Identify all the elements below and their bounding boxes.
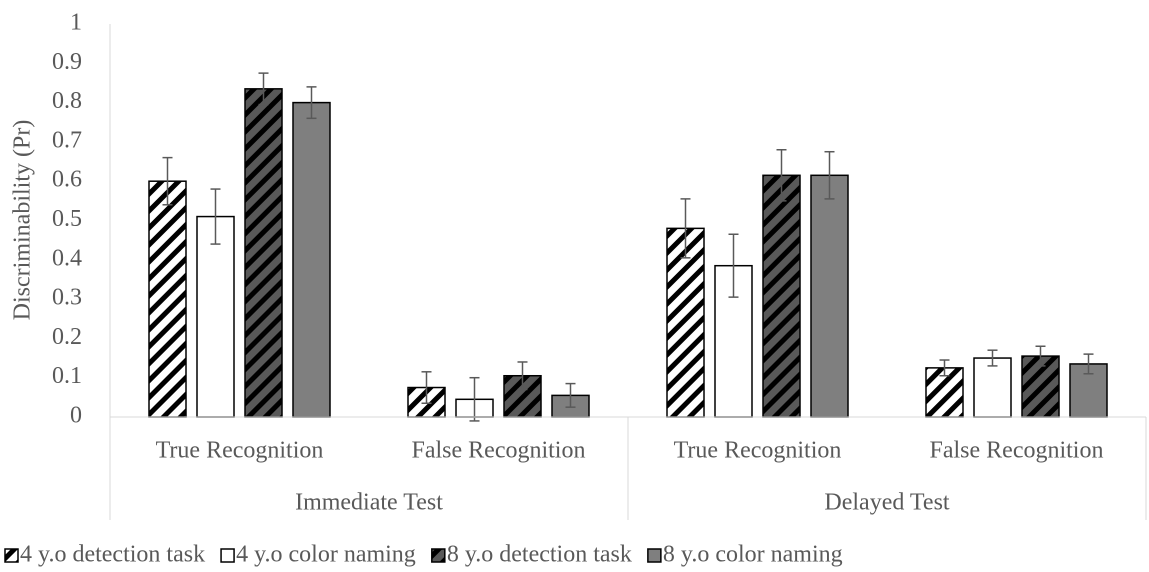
- y-tick-label: 0.3: [52, 285, 82, 311]
- error-bar: [1083, 353, 1094, 375]
- error-bar: [1035, 345, 1046, 367]
- error-bar: [469, 376, 480, 422]
- legend-label: 8 y.o detection task: [447, 542, 632, 568]
- y-tick-label: 0.8: [52, 88, 82, 114]
- bar: [762, 174, 801, 418]
- legend-label: 4 y.o color naming: [236, 542, 416, 568]
- error-bar: [680, 198, 691, 259]
- error-bar: [421, 371, 432, 404]
- bar: [973, 357, 1012, 418]
- bar: [196, 215, 235, 418]
- legend-swatch: [220, 548, 235, 563]
- x-tick-label: True Recognition: [674, 438, 842, 464]
- bar: [810, 174, 849, 418]
- y-tick-label: 0: [70, 403, 82, 429]
- y-tick-label: 0.5: [52, 206, 82, 232]
- legend-label: 8 y.o color naming: [663, 542, 843, 568]
- error-bar: [776, 149, 787, 202]
- error-bar: [258, 72, 269, 106]
- x-tick-label: True Recognition: [156, 438, 324, 464]
- error-bar: [517, 361, 528, 391]
- bar: [292, 101, 331, 418]
- error-bar: [824, 150, 835, 200]
- error-bar: [162, 156, 173, 206]
- y-tick-label: 0.4: [52, 245, 82, 271]
- error-bar: [728, 233, 739, 298]
- x-tick-label: False Recognition: [930, 438, 1104, 464]
- error-bar: [565, 382, 576, 408]
- y-tick-label: 0.6: [52, 167, 82, 193]
- y-tick-label: 0.9: [52, 49, 82, 75]
- bar: [244, 88, 283, 418]
- error-bar: [987, 349, 998, 367]
- legend-label: 4 y.o detection task: [20, 542, 205, 568]
- legend-swatch: [647, 548, 662, 563]
- error-bar: [939, 359, 950, 377]
- x-tick-label: False Recognition: [412, 438, 586, 464]
- y-tick-label: 1: [70, 10, 82, 36]
- legend-swatch: [4, 548, 19, 563]
- y-tick-label: 0.1: [52, 363, 82, 389]
- group-label: Delayed Test: [824, 490, 950, 516]
- error-bar: [210, 188, 221, 245]
- group-label: Immediate Test: [295, 490, 443, 516]
- y-axis-label: Discriminability (Pr): [10, 120, 36, 321]
- error-bar: [306, 86, 317, 120]
- bar: [148, 180, 187, 418]
- y-tick-label: 0.2: [52, 324, 82, 350]
- y-tick-label: 0.7: [52, 127, 82, 153]
- legend-swatch: [431, 548, 446, 563]
